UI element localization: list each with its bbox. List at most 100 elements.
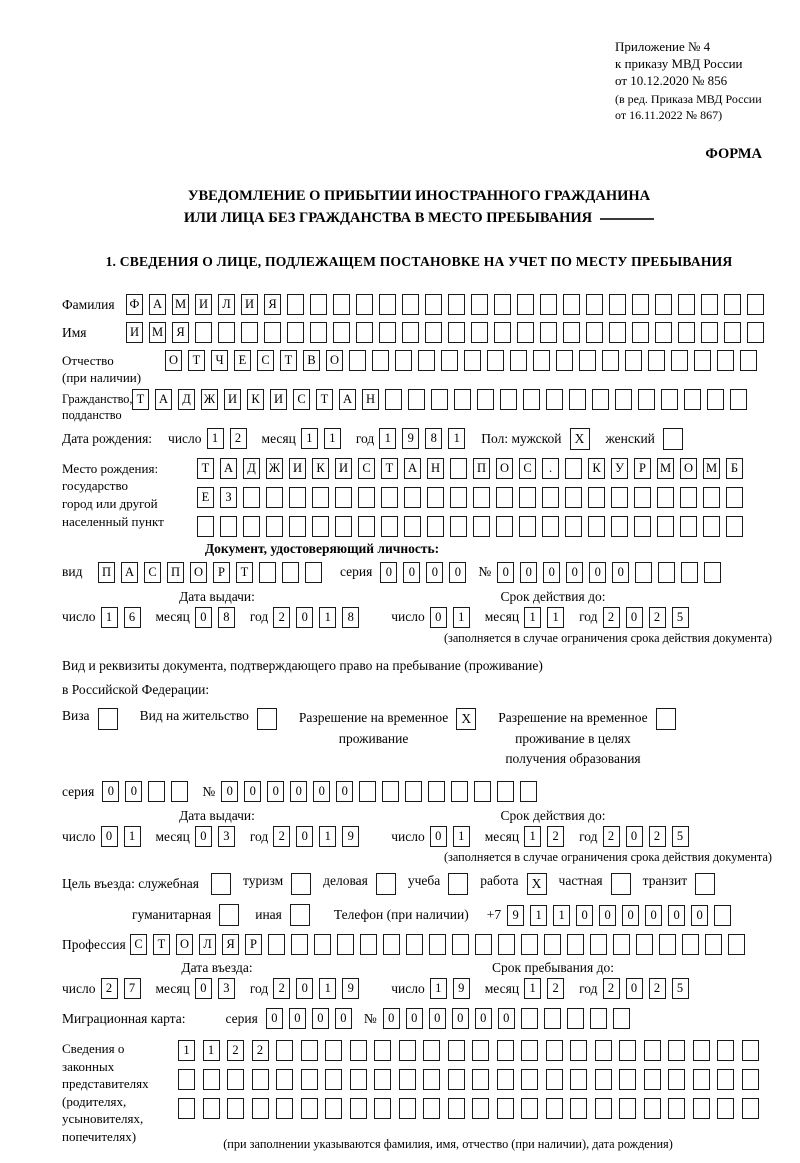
char-cell[interactable] <box>701 321 718 343</box>
char-cell[interactable] <box>300 1040 318 1062</box>
char-cell[interactable] <box>609 293 626 315</box>
char-cell[interactable]: 9 <box>452 978 470 1000</box>
char-cell[interactable] <box>314 934 331 956</box>
char-cell[interactable] <box>425 321 442 343</box>
char-cell[interactable] <box>724 293 741 315</box>
char-cell[interactable]: Л <box>199 934 216 956</box>
char-cell[interactable] <box>540 293 557 315</box>
char-cell[interactable] <box>533 349 550 371</box>
char-cell[interactable] <box>668 1040 685 1062</box>
char-cell[interactable] <box>398 1098 416 1120</box>
char-cell[interactable] <box>472 1040 489 1062</box>
char-cell[interactable] <box>594 1040 612 1062</box>
char-cell[interactable]: 1 <box>530 904 548 926</box>
char-cell[interactable] <box>521 934 538 956</box>
char-cell[interactable]: 0 <box>265 1008 283 1030</box>
char-cell[interactable]: 9 <box>507 904 525 926</box>
char-cell[interactable] <box>659 934 676 956</box>
char-cell[interactable] <box>747 321 764 343</box>
char-cell[interactable] <box>521 1098 538 1120</box>
char-cell[interactable] <box>717 1040 734 1062</box>
char-cell[interactable] <box>497 781 515 803</box>
char-cell[interactable]: 2 <box>648 606 666 628</box>
char-cell[interactable]: С <box>358 457 375 479</box>
char-cell[interactable] <box>496 1040 514 1062</box>
char-cell[interactable]: О <box>326 349 343 371</box>
char-cell[interactable]: 1 <box>202 1040 220 1062</box>
char-cell[interactable] <box>592 388 609 410</box>
char-cell[interactable] <box>251 1098 269 1120</box>
char-cell[interactable]: 0 <box>311 1008 329 1030</box>
purpose-official-checkbox[interactable] <box>211 873 231 896</box>
char-cell[interactable]: О <box>680 457 697 479</box>
char-cell[interactable] <box>570 1098 587 1120</box>
char-cell[interactable]: 1 <box>178 1040 195 1062</box>
char-cell[interactable]: 0 <box>428 1008 446 1030</box>
char-cell[interactable] <box>545 1040 563 1062</box>
char-cell[interactable] <box>423 1069 440 1091</box>
char-cell[interactable] <box>472 1098 489 1120</box>
char-cell[interactable]: О <box>496 457 513 479</box>
char-cell[interactable]: 0 <box>576 904 594 926</box>
char-cell[interactable]: О <box>190 561 207 583</box>
char-cell[interactable]: 3 <box>217 978 235 1000</box>
char-cell[interactable] <box>728 934 745 956</box>
char-cell[interactable] <box>694 349 711 371</box>
char-cell[interactable]: 2 <box>100 978 118 1000</box>
char-cell[interactable]: 0 <box>543 561 561 583</box>
char-cell[interactable]: И <box>224 388 241 410</box>
char-cell[interactable] <box>609 321 626 343</box>
char-cell[interactable] <box>381 515 398 537</box>
char-cell[interactable] <box>349 349 366 371</box>
char-cell[interactable]: Т <box>316 388 333 410</box>
char-cell[interactable] <box>282 561 299 583</box>
char-cell[interactable]: Е <box>197 486 214 508</box>
char-cell[interactable] <box>473 486 490 508</box>
char-cell[interactable] <box>510 349 527 371</box>
char-cell[interactable] <box>474 781 492 803</box>
char-cell[interactable] <box>372 349 389 371</box>
char-cell[interactable] <box>684 388 701 410</box>
char-cell[interactable]: 5 <box>671 826 689 848</box>
char-cell[interactable]: 0 <box>474 1008 492 1030</box>
char-cell[interactable] <box>707 388 724 410</box>
char-cell[interactable] <box>276 1098 293 1120</box>
char-cell[interactable]: 0 <box>288 1008 306 1030</box>
char-cell[interactable] <box>431 388 448 410</box>
char-cell[interactable] <box>726 515 743 537</box>
char-cell[interactable] <box>632 321 649 343</box>
char-cell[interactable]: 1 <box>553 904 571 926</box>
char-cell[interactable] <box>602 349 619 371</box>
char-cell[interactable]: Я <box>172 321 189 343</box>
char-cell[interactable] <box>655 293 672 315</box>
char-cell[interactable] <box>586 293 603 315</box>
purpose-business-checkbox[interactable] <box>375 873 396 896</box>
char-cell[interactable] <box>747 293 764 315</box>
char-cell[interactable] <box>335 486 352 508</box>
char-cell[interactable] <box>266 486 283 508</box>
char-cell[interactable]: С <box>144 561 161 583</box>
char-cell[interactable]: 0 <box>426 561 444 583</box>
char-cell[interactable]: К <box>588 457 605 479</box>
char-cell[interactable]: Т <box>132 388 149 410</box>
sex-female-checkbox[interactable] <box>662 427 683 450</box>
char-cell[interactable] <box>658 561 676 583</box>
char-cell[interactable] <box>178 1098 195 1120</box>
char-cell[interactable]: 0 <box>429 606 447 628</box>
char-cell[interactable] <box>475 934 492 956</box>
char-cell[interactable]: 0 <box>125 781 143 803</box>
char-cell[interactable] <box>202 1098 220 1120</box>
char-cell[interactable] <box>427 486 444 508</box>
char-cell[interactable] <box>333 293 350 315</box>
char-cell[interactable]: 9 <box>342 978 360 1000</box>
char-cell[interactable]: 0 <box>194 826 212 848</box>
char-cell[interactable]: О <box>165 349 182 371</box>
char-cell[interactable] <box>678 293 695 315</box>
char-cell[interactable] <box>494 293 511 315</box>
char-cell[interactable]: А <box>404 457 421 479</box>
char-cell[interactable] <box>447 1098 465 1120</box>
char-cell[interactable]: И <box>335 457 352 479</box>
char-cell[interactable]: 0 <box>589 561 607 583</box>
char-cell[interactable] <box>243 515 260 537</box>
char-cell[interactable] <box>590 934 607 956</box>
